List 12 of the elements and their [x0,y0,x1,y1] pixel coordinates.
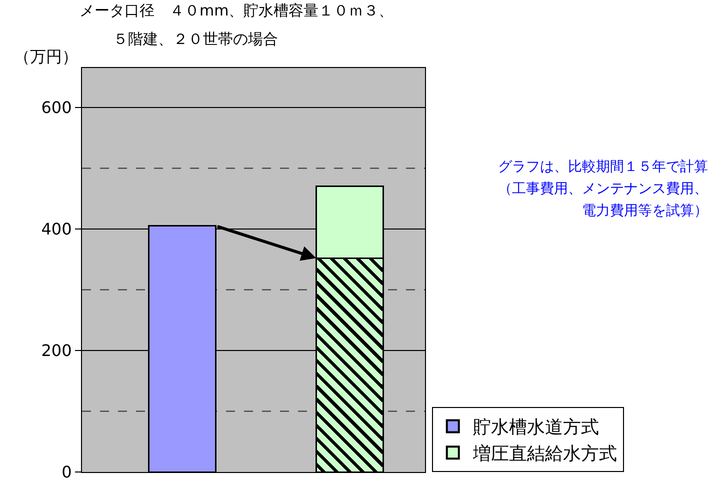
legend-label: 貯水槽水道方式 [472,417,599,438]
chart-title: メータ口径 ４０mm、貯水槽容量１０ｍ３、 [79,1,394,20]
y-axis-title: （万円） [14,47,78,66]
y-tick-label: 600 [41,98,72,118]
y-tick-label: 400 [41,220,72,239]
text: （工事費用、メンテナンス費用、 [498,181,708,197]
y-tick-label: 0 [62,462,72,482]
legend-label: 増圧直結給水方式 [472,444,617,465]
text: グラフは、比較期間１５年で計算 [498,159,708,175]
chart-subtitle: ５階建、２０世帯の場合 [113,30,278,48]
text: 電力費用等を試算） [582,203,708,219]
y-tick-label: 200 [41,341,72,360]
